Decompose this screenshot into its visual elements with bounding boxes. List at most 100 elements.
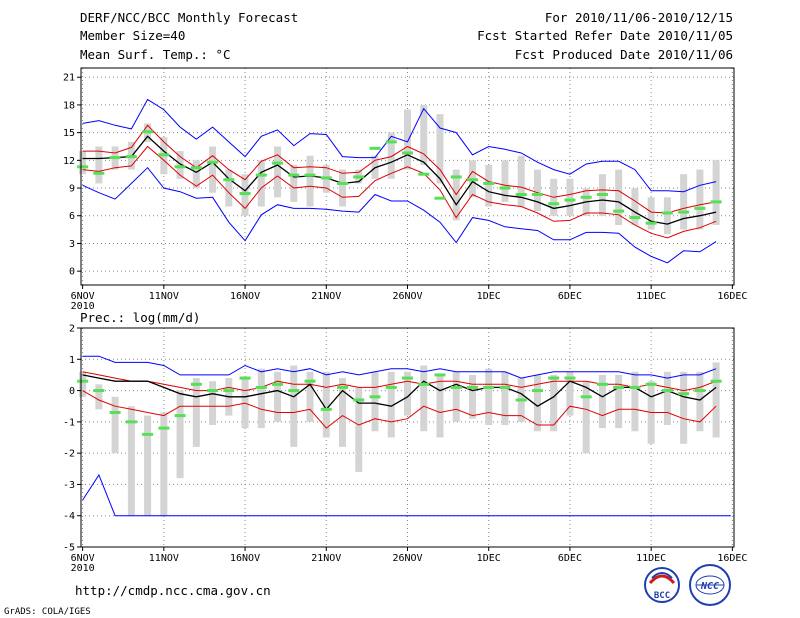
prec-series-lower xyxy=(82,390,717,429)
temp-forecast-marker xyxy=(207,160,219,164)
temp-forecast-marker xyxy=(548,202,560,206)
prec-spread-box xyxy=(501,371,509,425)
prec-spread-box xyxy=(371,371,379,432)
prec-forecast-marker xyxy=(223,389,235,393)
temp-forecast-marker xyxy=(109,156,121,160)
temp-spread-box xyxy=(615,169,623,225)
prec-series-max xyxy=(82,355,717,379)
prec-ytick-label: -4 xyxy=(63,511,75,522)
forecast-start-date: Fcst Started Refer Date 2010/11/05 xyxy=(477,28,733,43)
temp-ytick-label: 0 xyxy=(69,267,75,278)
prec-forecast-marker xyxy=(369,395,381,399)
temp-forecast-marker xyxy=(596,193,608,197)
prec-spread-box xyxy=(631,371,639,432)
prec-spread-box xyxy=(615,374,623,429)
temp-xtick-label: 1DEC xyxy=(477,291,501,302)
prec-forecast-marker xyxy=(694,389,706,393)
prec-forecast-marker xyxy=(564,376,576,380)
temp-xtick-label: 11DEC xyxy=(636,291,666,302)
temp-forecast-marker xyxy=(369,146,381,150)
temp-forecast-marker xyxy=(385,140,397,144)
prec-forecast-marker xyxy=(418,382,430,386)
temp-forecast-marker xyxy=(93,171,105,175)
prec-spread-box xyxy=(582,381,590,454)
temp-forecast-marker xyxy=(580,195,592,199)
temp-spread-box xyxy=(79,151,87,175)
prec-spread-box xyxy=(257,368,265,429)
member-size-label: Member Size=40 xyxy=(80,28,185,43)
temp-xtick-label: 11NOV xyxy=(149,291,179,302)
prec-forecast-marker xyxy=(580,395,592,399)
temp-spread-box xyxy=(274,146,282,198)
bcc-logo: BCC xyxy=(644,567,680,603)
temp-forecast-marker xyxy=(190,166,202,170)
temp-spread-box xyxy=(420,104,428,165)
temp-spread-box xyxy=(517,155,525,207)
prec-xtick-label: 11NOV xyxy=(149,553,179,564)
temp-series-mean xyxy=(82,135,717,225)
grads-credit: GrADS: COLA/IGES xyxy=(4,607,91,617)
prec-forecast-marker xyxy=(645,382,657,386)
temp-forecast-marker xyxy=(564,198,576,202)
temp-forecast-marker xyxy=(320,176,332,180)
temp-spread-box xyxy=(225,169,233,207)
prec-ytick-label: 1 xyxy=(69,355,75,366)
temp-ytick-label: 18 xyxy=(63,100,75,111)
temp-spread-box xyxy=(696,169,704,230)
prec-xtick-label: 1DEC xyxy=(477,553,501,564)
prec-series-upper xyxy=(82,371,717,392)
temp-xtick-label: 26NOV xyxy=(392,291,422,302)
prec-forecast-marker xyxy=(304,379,316,383)
prec-spread-box xyxy=(144,415,152,516)
temp-forecast-marker xyxy=(272,161,284,165)
temp-series-min xyxy=(82,166,717,264)
temp-forecast-marker xyxy=(255,173,267,177)
prec-ytick-label: -2 xyxy=(63,449,75,460)
temp-spread-box xyxy=(436,114,444,184)
temp-forecast-marker xyxy=(629,216,641,220)
prec-forecast-marker xyxy=(190,382,202,386)
temp-forecast-marker xyxy=(223,178,235,182)
prec-forecast-marker xyxy=(710,379,722,383)
prec-spread-box xyxy=(550,374,558,432)
precip-panel-title: Prec.: log(mm/d) xyxy=(80,310,200,325)
temp-spread-box xyxy=(306,155,314,207)
temp-forecast-marker xyxy=(499,186,511,190)
prec-xtick-label: 26NOV xyxy=(392,553,422,564)
prec-spread-box xyxy=(209,381,217,425)
temp-forecast-marker xyxy=(353,175,365,179)
temp-ytick-label: 3 xyxy=(69,239,75,250)
prec-spread-box xyxy=(192,378,200,447)
temp-spread-box xyxy=(663,197,671,235)
prec-spread-box xyxy=(339,378,347,447)
prec-forecast-marker xyxy=(207,389,219,393)
temp-series-upper xyxy=(82,124,717,214)
prec-spread-box xyxy=(566,371,574,416)
temp-spread-box xyxy=(176,151,184,179)
temp-ytick-label: 9 xyxy=(69,184,75,195)
temp-forecast-marker xyxy=(678,210,690,214)
website-url: http://cmdp.ncc.cma.gov.cn xyxy=(75,583,271,598)
prec-ytick-label: 0 xyxy=(69,386,75,397)
prec-xtick-label: 6NOV xyxy=(71,553,95,564)
temp-forecast-marker xyxy=(402,151,413,155)
prec-spread-box xyxy=(533,374,541,432)
prec-forecast-marker xyxy=(515,398,527,402)
prec-forecast-marker xyxy=(596,382,608,386)
temp-ytick-label: 15 xyxy=(63,128,75,139)
prec-spread-box xyxy=(274,371,282,422)
prec-spread-box xyxy=(485,368,493,425)
prec-forecast-marker xyxy=(629,385,641,389)
prec-xtick-label: 11DEC xyxy=(636,553,666,564)
prec-spread-box xyxy=(663,371,671,425)
prec-ytick-label: -3 xyxy=(63,480,75,491)
prec-forecast-marker xyxy=(434,373,446,377)
temp-forecast-marker xyxy=(613,209,625,213)
temp-spread-box xyxy=(647,197,655,230)
prec-spread-box xyxy=(436,374,444,438)
ncc-logo-text: NCC xyxy=(700,581,719,592)
prec-spread-box xyxy=(355,387,363,472)
temp-forecast-marker xyxy=(125,155,137,159)
